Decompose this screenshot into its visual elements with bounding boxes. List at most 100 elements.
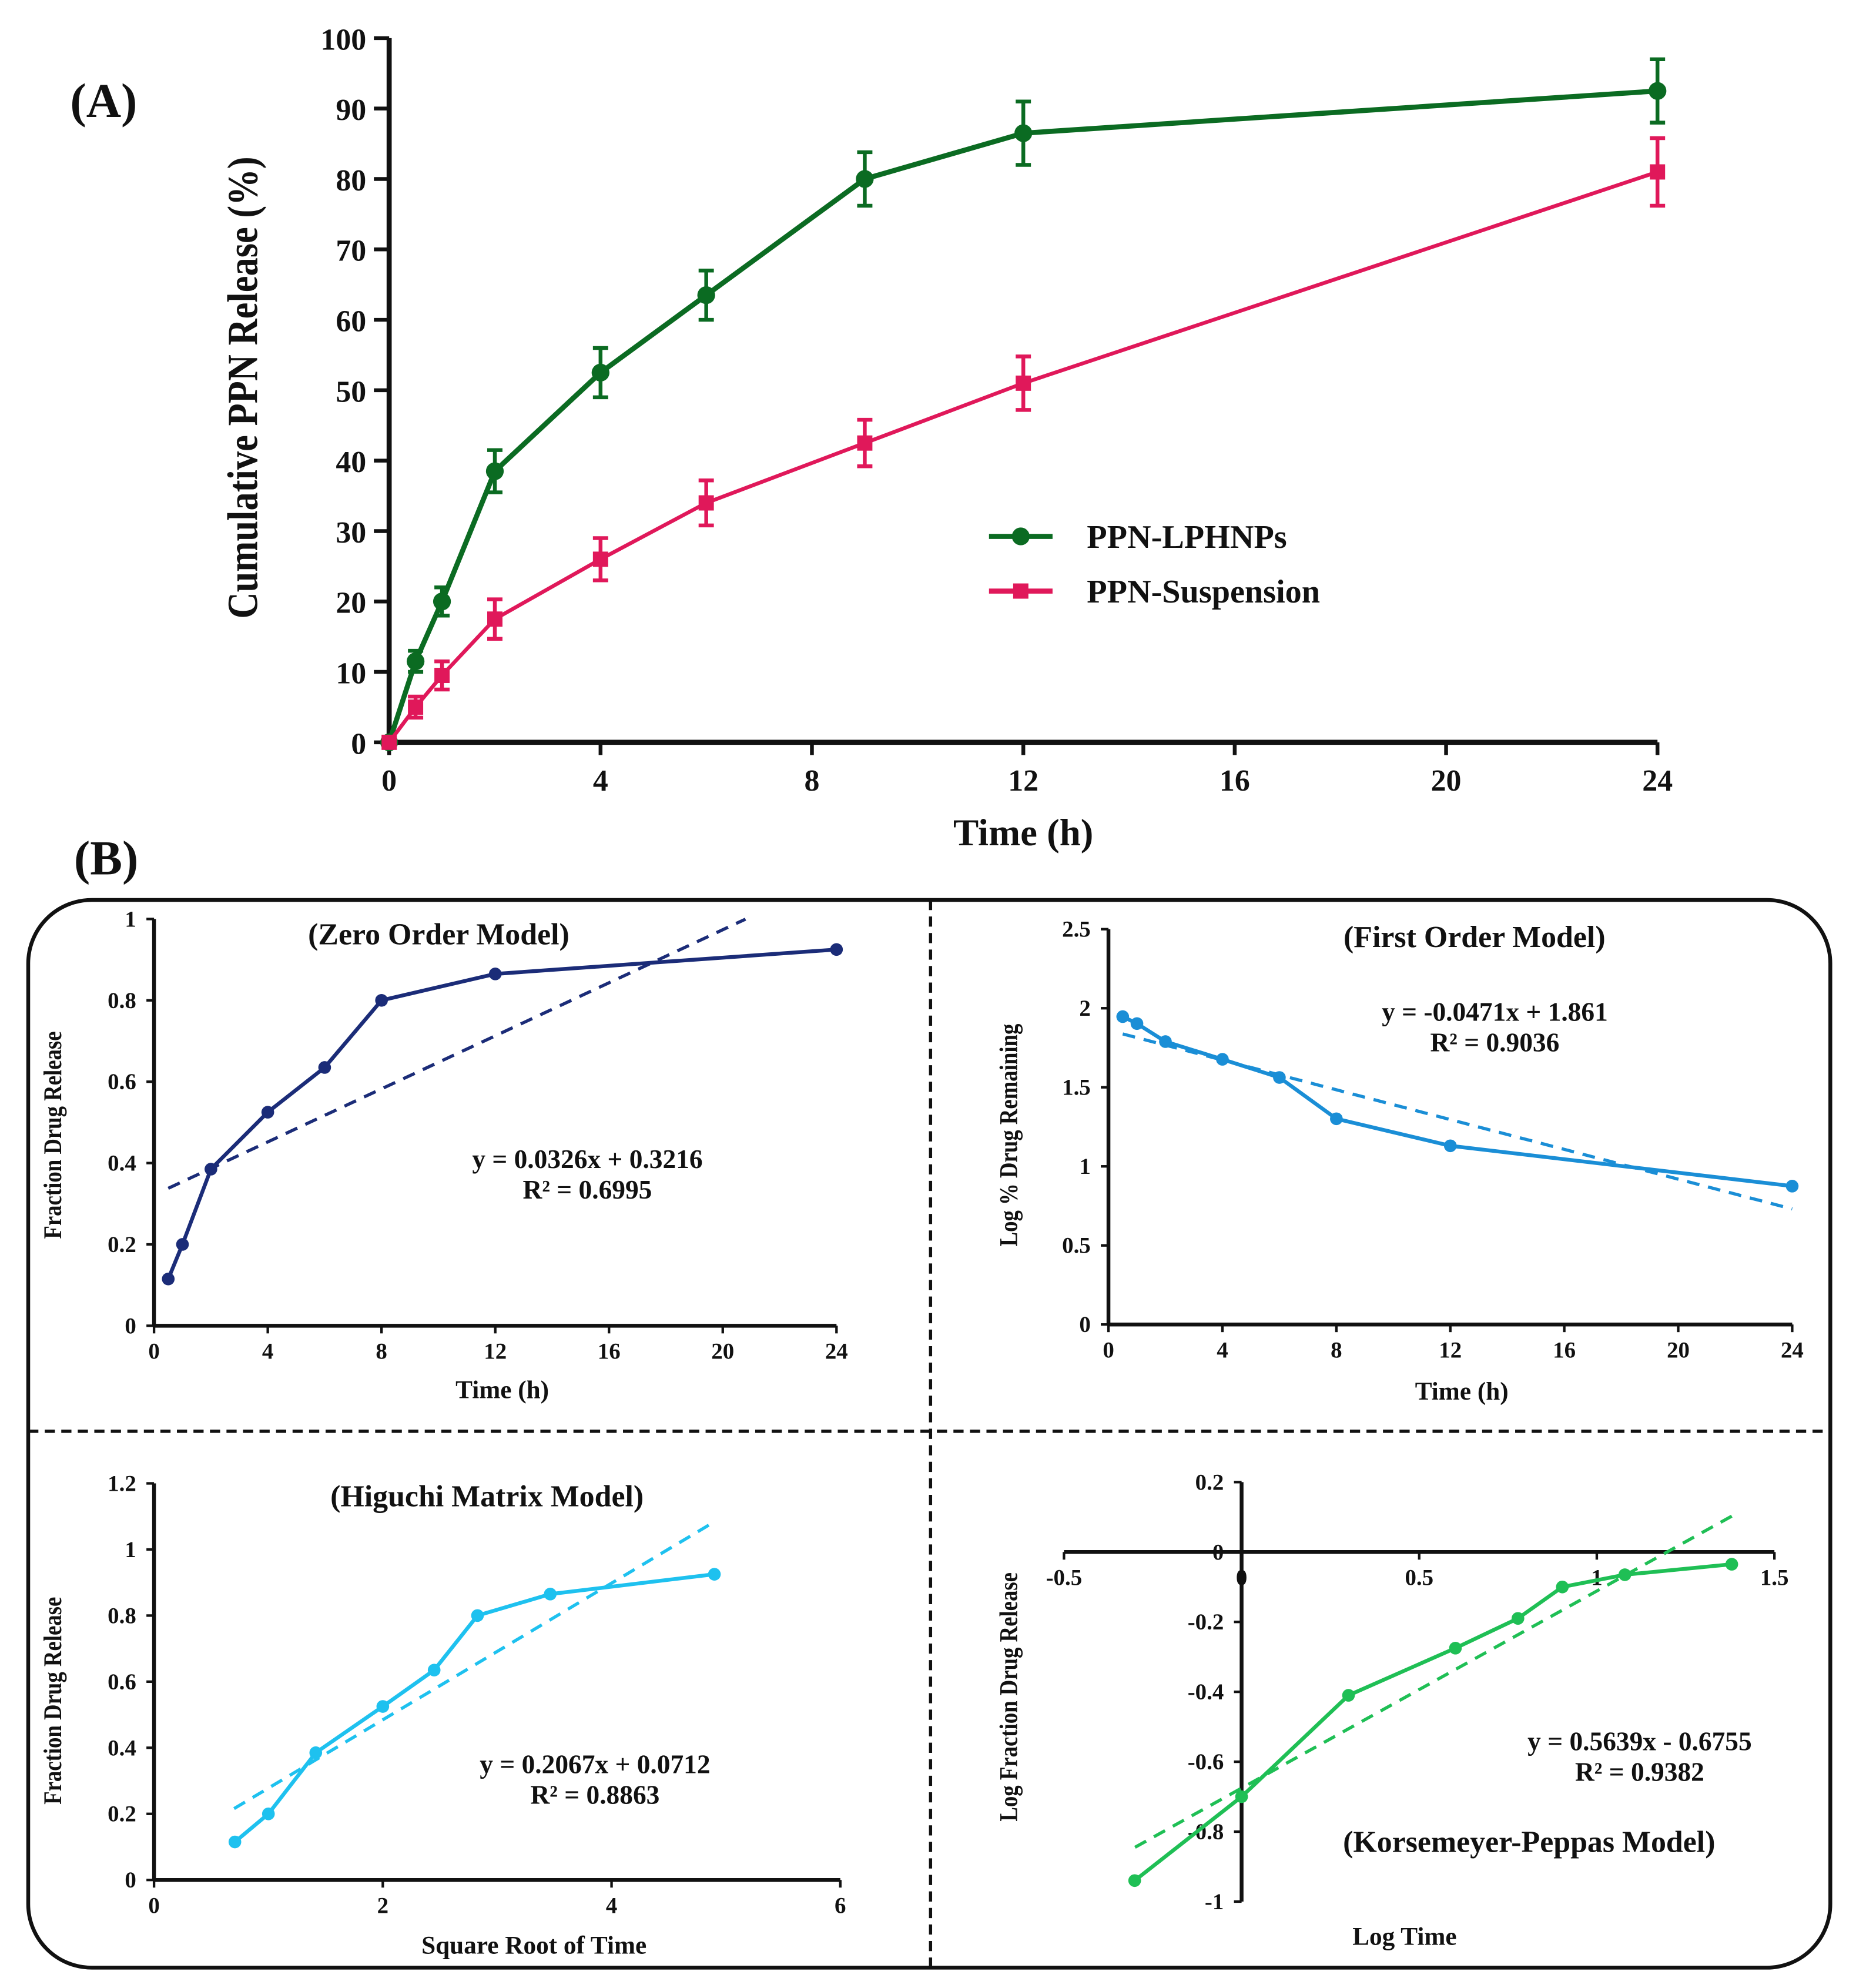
chart-higuchi: 0 2 4 6 0 0.2 0.4 0.6 0.8 1 1.2 Square Root of Time… — [38, 1471, 846, 1960]
y-tick-label: 1.5 — [1062, 1075, 1091, 1100]
y-tick-label: -0.2 — [1188, 1609, 1224, 1635]
data-point — [375, 994, 388, 1007]
x-tick-label: 1 — [1591, 1565, 1602, 1591]
data-point — [591, 363, 609, 382]
x-tick-label: 4 — [593, 764, 608, 798]
data-point — [830, 943, 843, 956]
data-point — [1014, 124, 1033, 142]
x-tick-label: 2 — [377, 1893, 388, 1918]
data-point — [381, 734, 397, 750]
y-tick-label: 1 — [125, 906, 136, 932]
x-tick-label: 0 — [148, 1339, 159, 1364]
data-point — [488, 968, 502, 980]
data-point — [408, 699, 424, 715]
data-point — [205, 1163, 217, 1176]
y-axis-label: Fraction Drug Release — [38, 1031, 66, 1239]
chart-release-profile: 0 4 8 12 16 20 24 0 10 20 30 40 50 60 70 80 90 100 Time (h… — [219, 23, 1673, 854]
x-tick-label: 4 — [262, 1339, 273, 1364]
x-axis-label: Square Root of Time — [421, 1932, 646, 1960]
data-point — [1785, 1180, 1799, 1193]
y-axis-label: Fraction Drug Release — [38, 1597, 66, 1805]
model-title: (Higuchi Matrix Model) — [330, 1480, 644, 1513]
data-point — [1649, 82, 1667, 100]
data-point — [1449, 1642, 1462, 1655]
x-tick-label: 12 — [1439, 1337, 1462, 1363]
x-axis-label: Time (h) — [953, 812, 1093, 854]
data-point — [1330, 1112, 1343, 1126]
trendline — [233, 1520, 716, 1810]
y-tick-label: 90 — [336, 93, 366, 127]
x-tick-label: 24 — [1642, 764, 1673, 798]
x-tick-label: 8 — [376, 1339, 387, 1364]
data-point — [1273, 1071, 1286, 1084]
x-tick-label: 4 — [606, 1893, 617, 1918]
data-point — [1511, 1612, 1525, 1625]
fit-r-squared: R² = 0.6995 — [523, 1175, 652, 1204]
y-tick-label: 40 — [336, 446, 366, 479]
x-axis-label: Time (h) — [455, 1376, 549, 1404]
data-point — [856, 170, 874, 188]
data-point — [1016, 375, 1031, 391]
fit-equation: y = -0.0471x + 1.861 — [1382, 997, 1608, 1026]
y-tick-label: 0.4 — [108, 1735, 136, 1761]
data-point — [857, 435, 873, 451]
data-point — [262, 1807, 275, 1820]
y-axis-label: Log Fraction Drug Release — [994, 1572, 1023, 1822]
y-axis-label: Cumulative PPN Release (%) — [219, 156, 267, 618]
y-axis-label: Log % Drug Remaining — [994, 1024, 1023, 1247]
data-point — [318, 1061, 331, 1074]
y-tick-label: 1 — [125, 1537, 136, 1562]
x-tick-label: 1.5 — [1760, 1565, 1789, 1591]
data-point — [708, 1568, 721, 1581]
data-point — [471, 1609, 484, 1622]
data-line — [1133, 1562, 1732, 1882]
panel-label-b: (B) — [74, 832, 139, 885]
data-point — [1216, 1053, 1229, 1066]
x-tick-label: 0 — [1236, 1565, 1247, 1591]
y-tick-label: 0.5 — [1062, 1233, 1091, 1259]
data-point — [427, 1664, 441, 1676]
trendline — [1134, 1514, 1733, 1849]
x-tick-label: 16 — [1553, 1337, 1576, 1363]
data-point — [1618, 1568, 1631, 1581]
y-tick-label: 60 — [336, 305, 366, 339]
x-tick-label: -0.5 — [1046, 1565, 1083, 1591]
y-tick-label: 50 — [336, 375, 366, 409]
data-line — [166, 948, 837, 1280]
y-tick-label: 0.2 — [108, 1232, 136, 1257]
data-point — [697, 286, 715, 304]
y-tick-label: 70 — [336, 235, 366, 268]
data-point — [1128, 1874, 1141, 1887]
x-tick-label: 12 — [484, 1339, 507, 1364]
y-tick-label: 0 — [125, 1867, 136, 1893]
y-tick-label: 0.8 — [108, 1603, 136, 1628]
fit-r-squared: R² = 0.8863 — [531, 1780, 660, 1809]
data-point — [1443, 1139, 1457, 1153]
data-point — [1650, 164, 1666, 180]
data-point — [487, 611, 502, 627]
x-tick-label: 20 — [1431, 764, 1462, 798]
y-tick-label: -0.4 — [1188, 1679, 1224, 1705]
data-point — [162, 1272, 175, 1286]
fit-r-squared: R² = 0.9382 — [1575, 1758, 1704, 1787]
y-tick-label: 0.6 — [108, 1069, 136, 1095]
x-tick-label: 4 — [1217, 1337, 1228, 1363]
data-point — [1556, 1580, 1569, 1594]
y-tick-label: 0.8 — [108, 988, 136, 1013]
model-title: (Zero Order Model) — [308, 918, 569, 952]
chart-first-order: 0 4 8 12 16 20 24 0 0.5 1 1.5 2 2.5 Time (h) Log % Dru… — [994, 917, 1804, 1405]
legend-label: PPN-Suspension — [1087, 574, 1320, 610]
data-point — [1342, 1689, 1355, 1702]
x-tick-label: 0.5 — [1405, 1565, 1433, 1591]
data-point — [261, 1106, 274, 1119]
data-point — [544, 1588, 557, 1601]
y-tick-label: 30 — [336, 516, 366, 550]
x-axis-label: Log Time — [1352, 1922, 1456, 1950]
x-tick-label: 0 — [148, 1893, 159, 1918]
data-point — [434, 668, 450, 684]
y-tick-label: -0.6 — [1188, 1749, 1224, 1775]
data-point — [433, 593, 451, 611]
y-tick-label: 0.4 — [108, 1151, 136, 1176]
panel-label-a: (A) — [70, 74, 137, 128]
